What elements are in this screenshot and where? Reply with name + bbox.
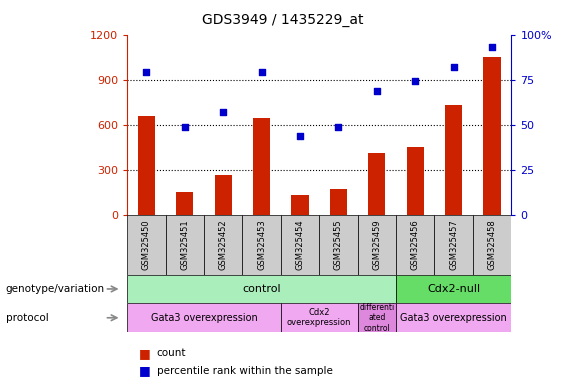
Point (334, 124, 343, 130)
Bar (138, 116, 155, 215)
Bar (127, 303, 281, 332)
Text: GSM325457: GSM325457 (449, 219, 458, 270)
Text: count: count (157, 348, 186, 358)
Text: GDS3949 / 1435229_at: GDS3949 / 1435229_at (202, 13, 363, 27)
Bar (358, 303, 396, 332)
Text: GSM325456: GSM325456 (411, 219, 420, 270)
Bar (407, 147, 424, 215)
Point (219, 109, 228, 115)
Bar (484, 57, 501, 215)
Text: ■: ■ (138, 347, 150, 360)
Bar (434, 215, 473, 275)
Bar (127, 215, 166, 275)
Bar (204, 215, 242, 275)
Text: ■: ■ (138, 364, 150, 377)
Text: Gata3 overexpression: Gata3 overexpression (401, 313, 507, 323)
Bar (396, 275, 511, 303)
Text: GSM325458: GSM325458 (488, 219, 497, 270)
Text: GSM325459: GSM325459 (372, 220, 381, 270)
Bar (396, 215, 434, 275)
Point (411, 78, 420, 84)
Point (449, 64, 458, 70)
Bar (215, 175, 232, 215)
Text: GSM325452: GSM325452 (219, 220, 228, 270)
Point (295, 132, 305, 139)
Bar (445, 105, 462, 215)
Bar (281, 215, 319, 275)
Text: GSM325454: GSM325454 (295, 220, 305, 270)
Text: Gata3 overexpression: Gata3 overexpression (151, 313, 257, 323)
Bar (368, 153, 385, 215)
Bar (127, 275, 396, 303)
Text: GSM325451: GSM325451 (180, 220, 189, 270)
Bar (473, 215, 511, 275)
Bar (292, 195, 308, 215)
Text: Cdx2-null: Cdx2-null (427, 284, 480, 294)
Text: genotype/variation: genotype/variation (6, 284, 105, 294)
Bar (330, 189, 347, 215)
Text: GSM325450: GSM325450 (142, 220, 151, 270)
Bar (319, 215, 358, 275)
Text: protocol: protocol (6, 313, 49, 323)
Bar (166, 215, 204, 275)
Bar (358, 215, 396, 275)
Text: control: control (242, 284, 281, 294)
Bar (396, 303, 511, 332)
Text: percentile rank within the sample: percentile rank within the sample (157, 366, 332, 376)
Text: Cdx2
overexpression: Cdx2 overexpression (287, 308, 351, 328)
Point (488, 44, 497, 50)
Bar (253, 118, 270, 215)
Bar (242, 215, 281, 275)
Bar (176, 192, 193, 215)
Point (180, 124, 189, 130)
Text: differenti
ated
control: differenti ated control (359, 303, 394, 333)
Text: GSM325453: GSM325453 (257, 219, 266, 270)
Point (257, 70, 266, 76)
Point (142, 70, 151, 76)
Point (372, 88, 381, 94)
Bar (281, 303, 358, 332)
Text: GSM325455: GSM325455 (334, 220, 343, 270)
